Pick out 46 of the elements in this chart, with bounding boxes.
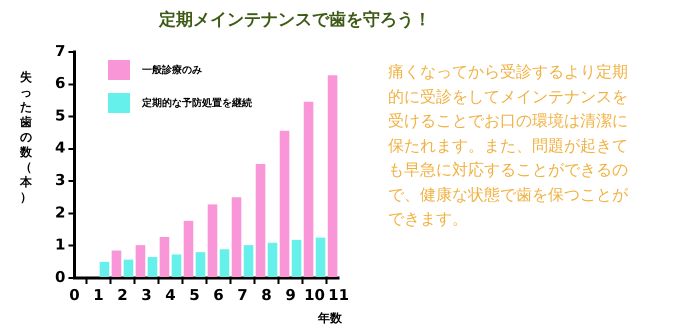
y-tick-label: 6 [55,74,66,92]
x-tick-label: 5 [189,286,200,304]
bar [316,238,326,277]
bar [304,102,314,277]
text: 痛くなってから受診するより定期的に受診をしてメインテナンスを受けることでお口の環境は清潔に保たれます。また、問題が起きても早急に対応することができるので、健康な状態で歯を保つことができます。 [388,61,630,230]
bar [148,257,158,277]
y-tick-label: 7 [55,42,66,60]
bar [124,260,134,277]
chart-title: 定期メインテナンスで歯を守ろう！ [158,9,432,31]
x-tick-label: 3 [141,286,152,304]
x-tick-label: 6 [213,286,224,304]
bar [196,252,206,277]
bar [112,250,122,277]
bar [232,197,242,277]
x-tick-label: 0 [69,286,80,304]
x-tick-label: 4 [165,286,176,304]
x-tick-label: 1 [93,286,104,304]
bar [280,130,290,277]
y-tick-label: 3 [55,171,66,190]
y-tick-label: 5 [55,106,66,124]
bar [292,240,302,277]
bar [136,245,146,277]
x-tick-label: 9 [285,286,296,304]
bar [100,262,110,277]
bar [184,220,194,277]
bar [256,164,266,277]
y-tick-label: 1 [55,236,66,254]
bar [244,245,254,277]
text: 失った歯の数（本） [20,70,32,204]
bar [268,242,278,277]
x-tick-label: 8 [261,286,272,304]
bar [328,75,338,277]
y-tick-label: 4 [55,138,66,157]
x-axis-title: 年数 [318,310,342,327]
x-tick-label: 11 [328,286,349,304]
legend-label: 一般診療のみ [142,64,202,77]
bar [208,204,218,277]
y-tick-label: 2 [55,203,66,222]
bar [172,254,182,277]
x-tick-label: 7 [237,286,248,304]
bar [220,249,230,277]
x-tick-label: 2 [117,286,128,304]
x-tick-label: 10 [304,286,325,304]
y-tick-label: 0 [55,268,66,286]
legend-label: 定期的な予防処置を継続 [142,96,252,110]
bar [160,236,170,277]
